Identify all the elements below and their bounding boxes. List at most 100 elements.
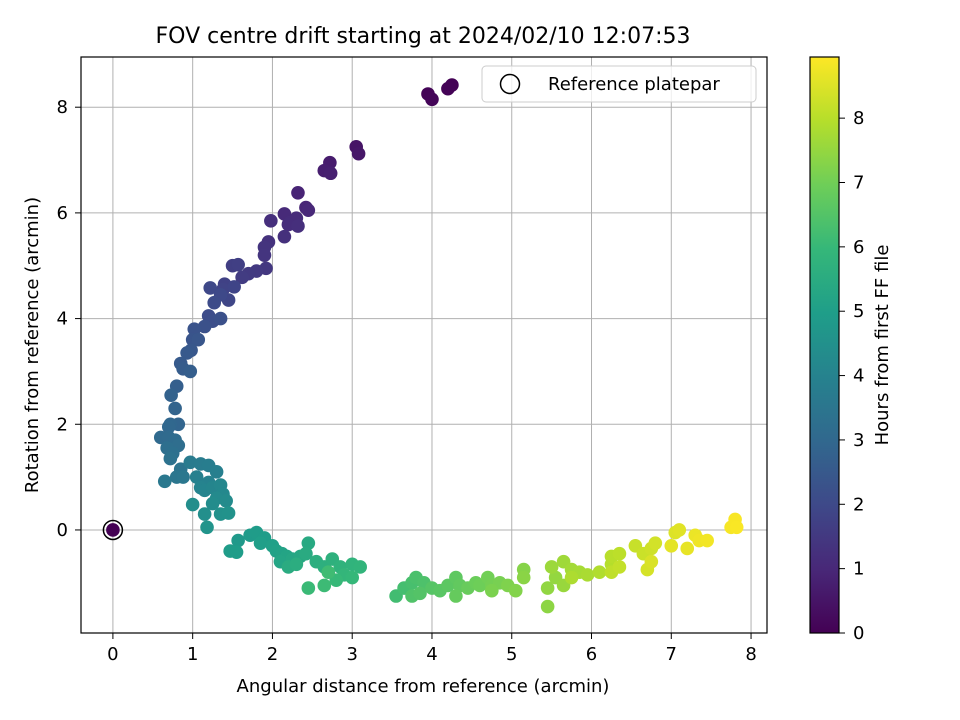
- data-points: [106, 78, 744, 614]
- reference-marker: [102, 519, 124, 541]
- scatter-point: [516, 570, 531, 585]
- scatter-point: [235, 270, 249, 285]
- y-tick-label: 8: [57, 97, 68, 118]
- scatter-point: [680, 541, 695, 556]
- colorbar-tick-label: 6: [853, 237, 864, 258]
- x-tick-label: 5: [506, 644, 517, 665]
- scatter-point: [648, 536, 663, 550]
- scatter-point: [540, 599, 555, 614]
- scatter-point: [299, 546, 313, 561]
- x-tick-label: 3: [346, 644, 357, 665]
- scatter-point: [672, 523, 687, 537]
- scatter-point: [213, 311, 228, 326]
- scatter-point: [580, 568, 595, 582]
- scatter-point: [197, 319, 212, 334]
- chart-title: FOV centre drift starting at 2024/02/10 …: [156, 24, 691, 49]
- scatter-point: [176, 470, 190, 484]
- scatter-point: [253, 536, 268, 550]
- y-tick-label: 2: [57, 414, 68, 435]
- x-axis: 0 1 2 3 4 5 6 7 8: [107, 633, 757, 665]
- scatter-point: [301, 581, 316, 595]
- scatter-point: [168, 401, 182, 416]
- colorbar-label: Hours from first FF file: [872, 245, 893, 446]
- scatter-point: [413, 586, 427, 601]
- scatter-point: [231, 257, 245, 272]
- scatter-point: [441, 81, 455, 96]
- plot-frame: [80, 56, 768, 634]
- scatter-point: [163, 451, 178, 466]
- scatter-point: [197, 507, 212, 521]
- scatter-point: [227, 280, 241, 294]
- scatter-point: [644, 554, 659, 569]
- x-tick-label: 6: [586, 644, 597, 665]
- scatter-point: [209, 465, 224, 479]
- x-axis-label: Angular distance from reference (arcmin): [237, 676, 610, 697]
- legend-label: Reference platepar: [548, 74, 720, 95]
- scatter-point: [353, 560, 367, 574]
- scatter-point: [106, 523, 120, 537]
- colorbar-tick-label: 1: [853, 559, 864, 580]
- scatter-point: [425, 92, 439, 107]
- colorbar-tick-label: 3: [853, 430, 864, 451]
- scatter-point: [592, 565, 607, 580]
- scatter-point: [189, 470, 204, 484]
- y-tick-label: 0: [57, 520, 68, 541]
- scatter-point: [564, 570, 579, 585]
- x-tick-label: 4: [426, 644, 437, 665]
- colorbar-tick-label: 0: [853, 623, 864, 644]
- scatter-point: [612, 560, 627, 574]
- scatter-point: [257, 248, 272, 262]
- scatter-point: [187, 322, 202, 336]
- scatter-point: [183, 455, 198, 470]
- scatter-point: [291, 219, 305, 233]
- scatter-point: [180, 346, 194, 360]
- scatter-point: [164, 388, 178, 403]
- scatter-point: [612, 546, 627, 561]
- scatter-point: [729, 520, 744, 535]
- colorbar: [809, 56, 840, 634]
- scatter-point: [203, 281, 218, 295]
- scatter-point: [540, 581, 555, 595]
- scatter-point: [321, 565, 336, 580]
- x-tick-label: 1: [187, 644, 198, 665]
- scatter-point: [664, 539, 679, 553]
- scatter-point: [221, 506, 236, 520]
- y-axis-label: Rotation from reference (arcmin): [22, 197, 43, 493]
- colorbar-tick-label: 5: [853, 301, 864, 322]
- scatter-point: [301, 203, 316, 218]
- scatter-point: [185, 497, 200, 512]
- colorbar-axis: 0 1 2 3 4 5 6 7 8: [839, 108, 864, 644]
- scatter-point: [351, 146, 366, 161]
- scatter-point: [207, 295, 222, 310]
- scatter-point: [449, 589, 463, 603]
- scatter-point: [161, 420, 176, 434]
- scatter-point: [700, 533, 714, 548]
- y-axis: 0 2 4 6 8: [57, 97, 81, 541]
- scatter-point: [229, 545, 244, 559]
- scatter-point: [264, 214, 278, 228]
- scatter-point: [219, 494, 233, 508]
- scatter-point: [200, 520, 214, 535]
- colorbar-tick-label: 4: [853, 366, 864, 387]
- x-tick-label: 2: [267, 644, 278, 665]
- plot-area: [81, 57, 767, 633]
- scatter-point: [183, 364, 198, 379]
- y-tick-label: 4: [57, 309, 68, 330]
- scatter-point: [289, 557, 304, 572]
- x-tick-label: 7: [666, 644, 677, 665]
- colorbar-tick-label: 8: [853, 108, 864, 129]
- y-tick-label: 6: [57, 203, 68, 224]
- scatter-point: [544, 560, 559, 574]
- scatter-point: [485, 583, 499, 598]
- legend-marker: [499, 73, 521, 95]
- scatter-point: [291, 186, 305, 200]
- scatter-point: [157, 474, 172, 489]
- x-tick-label: 0: [107, 644, 118, 665]
- scatter-point: [231, 533, 245, 548]
- grid: [81, 57, 767, 633]
- colorbar-tick-label: 2: [853, 494, 864, 515]
- legend-box: [481, 65, 757, 103]
- colorbar-tick-label: 7: [853, 172, 864, 193]
- scatter-point: [508, 583, 523, 598]
